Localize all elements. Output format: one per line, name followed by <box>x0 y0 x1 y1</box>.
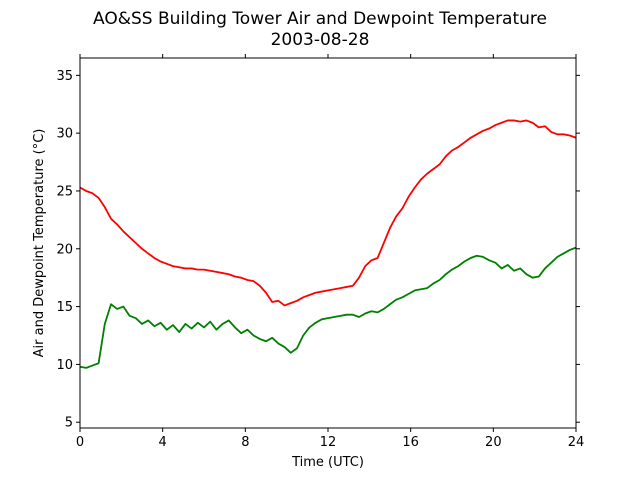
chart-subtitle: 2003-08-28 <box>271 30 370 50</box>
y-tick-label-15: 15 <box>56 300 73 315</box>
x-tick-label-0: 0 <box>76 435 84 450</box>
x-tick-label-4: 4 <box>159 435 167 450</box>
x-tick-label-20: 20 <box>485 435 502 450</box>
plot-frame <box>79 57 577 429</box>
x-tick-label-16: 16 <box>402 435 419 450</box>
series-line-0 <box>79 119 577 307</box>
x-tick-label-8: 8 <box>241 435 249 450</box>
x-tick-label-12: 12 <box>320 435 337 450</box>
y-axis-label: Air and Dewpoint Temperature (°C) <box>32 129 47 358</box>
y-tick-label-5: 5 <box>65 416 73 431</box>
x-axis-ticks: 0 4 8 12 16 20 24 <box>76 54 584 450</box>
y-tick-label-10: 10 <box>56 358 73 373</box>
y-tick-label-20: 20 <box>56 242 73 257</box>
y-tick-label-30: 30 <box>56 127 73 142</box>
chart-title: AO&SS Building Tower Air and Dewpoint Te… <box>93 9 547 29</box>
series-line-1 <box>79 246 577 369</box>
series-layer <box>79 119 577 369</box>
x-axis-label: Time (UTC) <box>291 455 364 470</box>
x-tick-label-24: 24 <box>568 435 585 450</box>
y-tick-label-35: 35 <box>56 69 73 84</box>
y-axis-ticks: 5 10 15 20 25 30 35 <box>56 69 580 431</box>
y-tick-label-25: 25 <box>56 184 73 199</box>
